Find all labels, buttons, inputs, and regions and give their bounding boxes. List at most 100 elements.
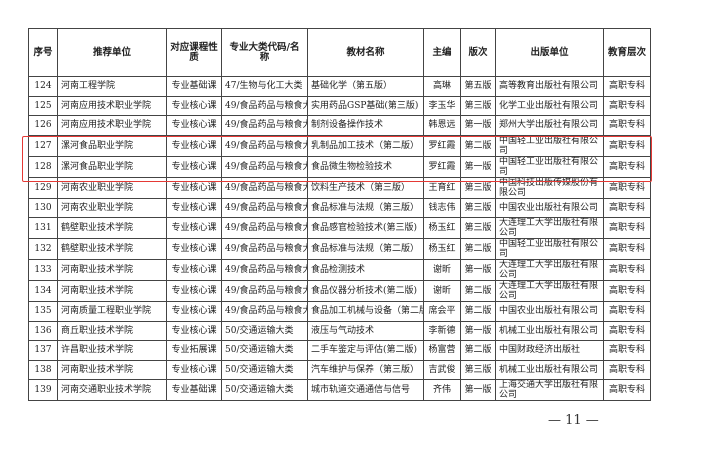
table-cell: 高职专科 — [603, 176, 651, 199]
column-header: 专业大类代码/名称 — [221, 28, 308, 77]
table-cell: 王育红 — [423, 176, 461, 199]
table-row: 125河南应用技术职业学院专业核心课49/食品药品与粮食大类实用药品GSP基础(… — [28, 95, 651, 116]
column-header: 推荐单位 — [57, 28, 167, 77]
table-cell: 罗红霞 — [423, 134, 461, 157]
table-cell: 第二版 — [460, 238, 496, 260]
table-cell: 126 — [28, 115, 58, 136]
table-cell: 138 — [28, 359, 58, 380]
table-cell: 鹤壁职业技术学院 — [57, 217, 167, 239]
table-cell: 中国科技出版传媒股份有限公司 — [495, 176, 604, 199]
table-cell: 漯河食品职业学院 — [57, 155, 167, 178]
table-cell: 137 — [28, 340, 58, 361]
table-cell: 高职专科 — [603, 238, 651, 260]
table-cell: 50/交通运输大类 — [221, 320, 308, 341]
table-cell: 专业核心课 — [166, 359, 222, 380]
table-cell: 124 — [28, 76, 58, 97]
table-cell: 第三版 — [460, 176, 496, 199]
table-cell: 大连理工大学出版社有限公司 — [495, 280, 604, 302]
column-header: 序号 — [28, 28, 58, 77]
column-header: 出版单位 — [495, 28, 604, 77]
table-cell: 河南交通职业技术学院 — [57, 379, 167, 401]
table-cell: 中国农业出版社有限公司 — [495, 197, 604, 218]
table-row: 134河南职业技术学院专业核心课49/食品药品与粮食大类食品仪器分析技术(第二版… — [28, 280, 651, 302]
table-cell: 城市轨道交通通信与信号 — [307, 379, 424, 401]
table-cell: 饮料生产技术（第三版） — [307, 176, 424, 199]
table-cell: 第五版 — [460, 76, 496, 97]
column-header: 教材名称 — [307, 28, 424, 77]
table-cell: 第二版 — [460, 280, 496, 302]
table-row: 131鹤壁职业技术学院专业核心课49/食品药品与粮食大类食品感官检验技术(第三版… — [28, 217, 651, 239]
table-row: 129河南农业职业学院专业核心课49/食品药品与粮食大类饮料生产技术（第三版）王… — [28, 176, 651, 199]
table-cell: 第一版 — [460, 379, 496, 401]
table-cell: 高职专科 — [603, 95, 651, 116]
table-cell: 第三版 — [460, 95, 496, 116]
table-cell: 食品标准与法规（第三版） — [307, 197, 424, 218]
table-row: 138 河南职业技术学院 专业核心课 50/交通运输大类 汽车维护与保养（第三版） 吉武俊… — [28, 359, 651, 380]
table-cell: 李玉华 — [423, 95, 461, 116]
table-cell: 49/食品药品与粮食大类 — [221, 217, 308, 239]
table-cell: 韩恩远 — [423, 115, 461, 136]
table-cell: 第三版 — [460, 359, 496, 380]
table-cell: 专业核心课 — [166, 259, 222, 281]
table-row: 124 河南工程学院 专业基础课 47/生物与化工大类 基础化学（第五版） 高琳 第五版 高等… — [28, 76, 651, 97]
table-cell: 127 — [28, 134, 58, 157]
table-row: 136 商丘职业技术学院 专业核心课 50/交通运输大类 液压与气动技术 李新德 第一版 机械… — [28, 320, 651, 341]
table-cell: 谢昕 — [423, 259, 461, 281]
table-cell: 漯河食品职业学院 — [57, 134, 167, 157]
table-cell: 49/食品药品与粮食大类 — [221, 301, 308, 322]
table-cell: 河南质量工程职业学院 — [57, 301, 167, 322]
table-cell: 高职专科 — [603, 134, 651, 157]
table-cell: 食品检测技术 — [307, 259, 424, 281]
table-cell: 食品微生物检验技术 — [307, 155, 424, 178]
table-row: 133河南职业技术学院专业核心课49/食品药品与粮食大类食品检测技术谢昕第一版大… — [28, 259, 651, 281]
table-cell: 河南工程学院 — [57, 76, 167, 97]
table-cell: 高职专科 — [603, 379, 651, 401]
table-cell: 高职专科 — [603, 280, 651, 302]
table-cell: 液压与气动技术 — [307, 320, 424, 341]
table-cell: 齐伟 — [423, 379, 461, 401]
table-cell: 乳制品加工技术（第二版） — [307, 134, 424, 157]
table-cell: 高职专科 — [603, 320, 651, 341]
table-cell: 中国轻工业出版社有限公司 — [495, 134, 604, 157]
table-cell: 机械工业出版社有限公司 — [495, 359, 604, 380]
column-header: 主编 — [423, 28, 461, 77]
table-cell: 49/食品药品与粮食大类 — [221, 197, 308, 218]
table-cell: 133 — [28, 259, 58, 281]
table-cell: 郑州大学出版社有限公司 — [495, 115, 604, 136]
table-cell: 134 — [28, 280, 58, 302]
table-cell: 专业基础课 — [166, 379, 222, 401]
table-row: 137 许昌职业技术学院 专业拓展课 50/交通运输大类 二手车鉴定与评估(第二版) 杨富… — [28, 340, 651, 361]
table-cell: 高职专科 — [603, 115, 651, 136]
table-row: 139 河南交通职业技术学院 专业基础课 50/交通运输大类 城市轨道交通通信与信号 齐伟… — [28, 379, 651, 401]
table-cell: 许昌职业技术学院 — [57, 340, 167, 361]
table-cell: 49/食品药品与粮食大类 — [221, 134, 308, 157]
table-cell: 49/食品药品与粮食大类 — [221, 238, 308, 260]
table-cell: 高职专科 — [603, 197, 651, 218]
table-cell: 上海交通大学出版社有限公司 — [495, 379, 604, 401]
table-cell: 杨玉红 — [423, 238, 461, 260]
table-cell: 专业核心课 — [166, 280, 222, 302]
table-cell: 125 — [28, 95, 58, 116]
table-cell: 专业核心课 — [166, 301, 222, 322]
table-cell: 第一版 — [460, 320, 496, 341]
table-cell: 专业核心课 — [166, 197, 222, 218]
table-cell: 大连理工大学出版社有限公司 — [495, 217, 604, 239]
table-cell: 实用药品GSP基础(第三版) — [307, 95, 424, 116]
table-cell: 专业核心课 — [166, 217, 222, 239]
table-cell: 李新德 — [423, 320, 461, 341]
table-cell: 49/食品药品与粮食大类 — [221, 115, 308, 136]
table-cell: 132 — [28, 238, 58, 260]
table-cell: 大连理工大学出版社有限公司 — [495, 259, 604, 281]
table-cell: 食品感官检验技术(第三版) — [307, 217, 424, 239]
table-cell: 河南农业职业学院 — [57, 176, 167, 199]
table-cell: 128 — [28, 155, 58, 178]
table-cell: 基础化学（第五版） — [307, 76, 424, 97]
table-cell: 第一版 — [460, 155, 496, 178]
table-cell: 131 — [28, 217, 58, 239]
table-cell: 吉武俊 — [423, 359, 461, 380]
table-cell: 汽车维护与保养（第三版） — [307, 359, 424, 380]
table-cell: 第三版 — [460, 197, 496, 218]
table-cell: 136 — [28, 320, 58, 341]
table-cell: 机械工业出版社有限公司 — [495, 320, 604, 341]
table-cell: 139 — [28, 379, 58, 401]
